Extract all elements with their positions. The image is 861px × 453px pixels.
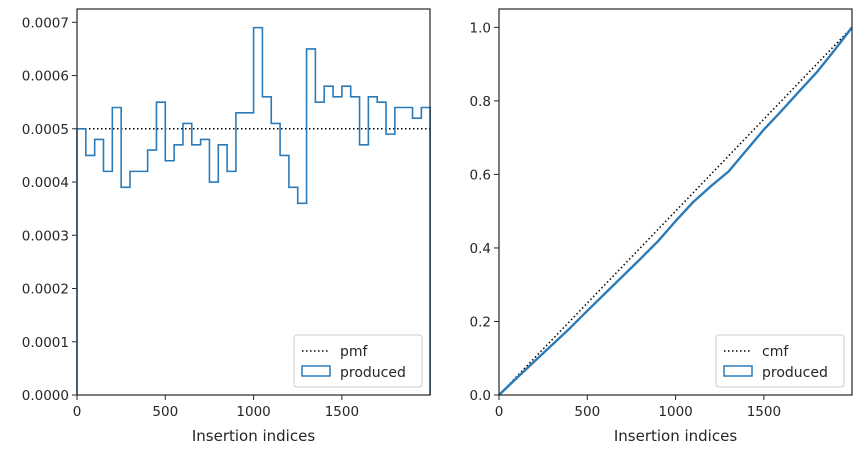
hist-y-tick-label: 0.0004	[22, 175, 69, 191]
cum-legend-box	[715, 334, 845, 388]
hist-y-tick-label: 0.0002	[22, 282, 69, 298]
cum-x-tick-label: 500	[574, 404, 600, 420]
cum-axes-frame	[498, 8, 853, 396]
hist-y-tick-label: 0.0000	[22, 388, 69, 404]
cum-y-tick-label: 1.0	[470, 20, 491, 36]
hist-x-tick-label: 0	[73, 404, 82, 420]
hist-legend-produced-label: produced	[340, 365, 406, 381]
hist-y-tick-label: 0.0007	[22, 15, 69, 31]
cum-y-tick-label: 0.2	[470, 314, 491, 330]
cum-x-tick-label: 1000	[658, 404, 692, 420]
cum-y-tick-label: 0.0	[470, 388, 491, 404]
cum-y-tick-label: 0.4	[470, 241, 491, 257]
cum-legend: cmf produced	[715, 334, 845, 388]
hist-legend: pmf produced	[293, 334, 423, 388]
produced-cumulative-line	[498, 26, 853, 396]
hist-y-tick-label: 0.0003	[22, 228, 69, 244]
hist-x-tick-label: 1000	[236, 404, 270, 420]
hist-x-tick-label: 1500	[325, 404, 359, 420]
hist-y-tick-label: 0.0001	[22, 335, 69, 351]
cum-legend-produced-label: produced	[762, 365, 828, 381]
hist-axes-frame	[76, 8, 431, 396]
cum-y-tick-label: 0.6	[470, 167, 491, 183]
cum-x-axis-label: Insertion indices	[614, 427, 737, 445]
hist-x-tick-label: 500	[152, 404, 178, 420]
cumulative-panel: 0.0 0.2 0.4 0.6 0.8 1.0 0 500 1000 1500 Insertion …	[470, 8, 853, 445]
cum-x-tick-label: 0	[495, 404, 504, 420]
cum-legend-ref-label: cmf	[762, 344, 789, 360]
cmf-line	[498, 26, 853, 396]
hist-y-tick-label: 0.0006	[22, 69, 69, 85]
hist-legend-ref-label: pmf	[340, 344, 369, 360]
hist-y-tick-label: 0.0005	[22, 122, 69, 138]
cum-legend-produced-swatch	[723, 365, 753, 377]
histogram-panel: 0.0000 0.0001 0.0002 0.0003 0.0004 0.0005 0.00…	[22, 8, 431, 445]
cum-x-tick-label: 1500	[747, 404, 781, 420]
produced-histogram	[76, 26, 431, 395]
cum-y-tick-label: 0.8	[470, 94, 491, 110]
hist-x-axis-label: Insertion indices	[192, 427, 315, 445]
hist-legend-produced-swatch	[301, 365, 331, 377]
hist-legend-box	[293, 334, 423, 388]
